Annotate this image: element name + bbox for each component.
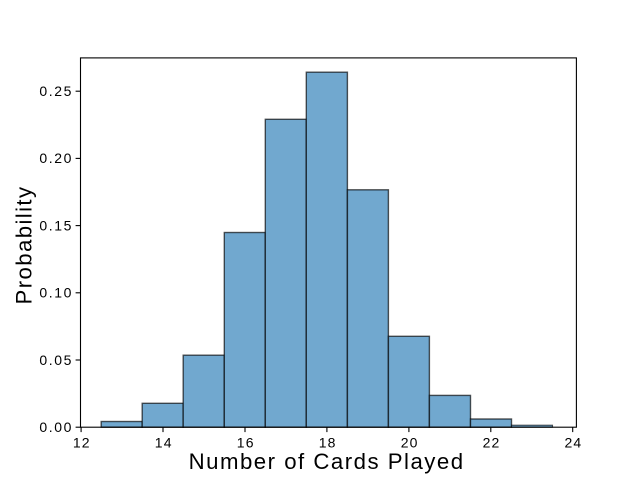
svg-text:0.20: 0.20 — [39, 150, 73, 166]
svg-text:12: 12 — [73, 435, 91, 451]
svg-text:0.10: 0.10 — [39, 285, 73, 301]
svg-text:14: 14 — [155, 435, 173, 451]
svg-text:0.05: 0.05 — [39, 352, 73, 368]
svg-text:24: 24 — [565, 435, 583, 451]
svg-text:18: 18 — [319, 435, 337, 451]
svg-text:0.00: 0.00 — [39, 419, 73, 435]
svg-text:20: 20 — [401, 435, 419, 451]
svg-text:Number of Cards Played: Number of Cards Played — [189, 449, 465, 474]
svg-text:Probability: Probability — [12, 186, 37, 305]
svg-text:22: 22 — [483, 435, 501, 451]
svg-text:16: 16 — [237, 435, 255, 451]
svg-text:0.15: 0.15 — [39, 217, 73, 233]
svg-text:0.25: 0.25 — [39, 83, 73, 99]
